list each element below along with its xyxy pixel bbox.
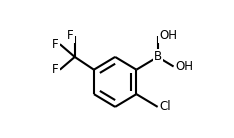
Text: F: F: [52, 38, 59, 51]
Text: F: F: [52, 63, 59, 76]
Text: B: B: [154, 50, 162, 63]
Text: OH: OH: [159, 29, 177, 42]
Text: OH: OH: [175, 60, 193, 73]
Text: Cl: Cl: [160, 100, 171, 113]
Text: F: F: [67, 29, 74, 42]
